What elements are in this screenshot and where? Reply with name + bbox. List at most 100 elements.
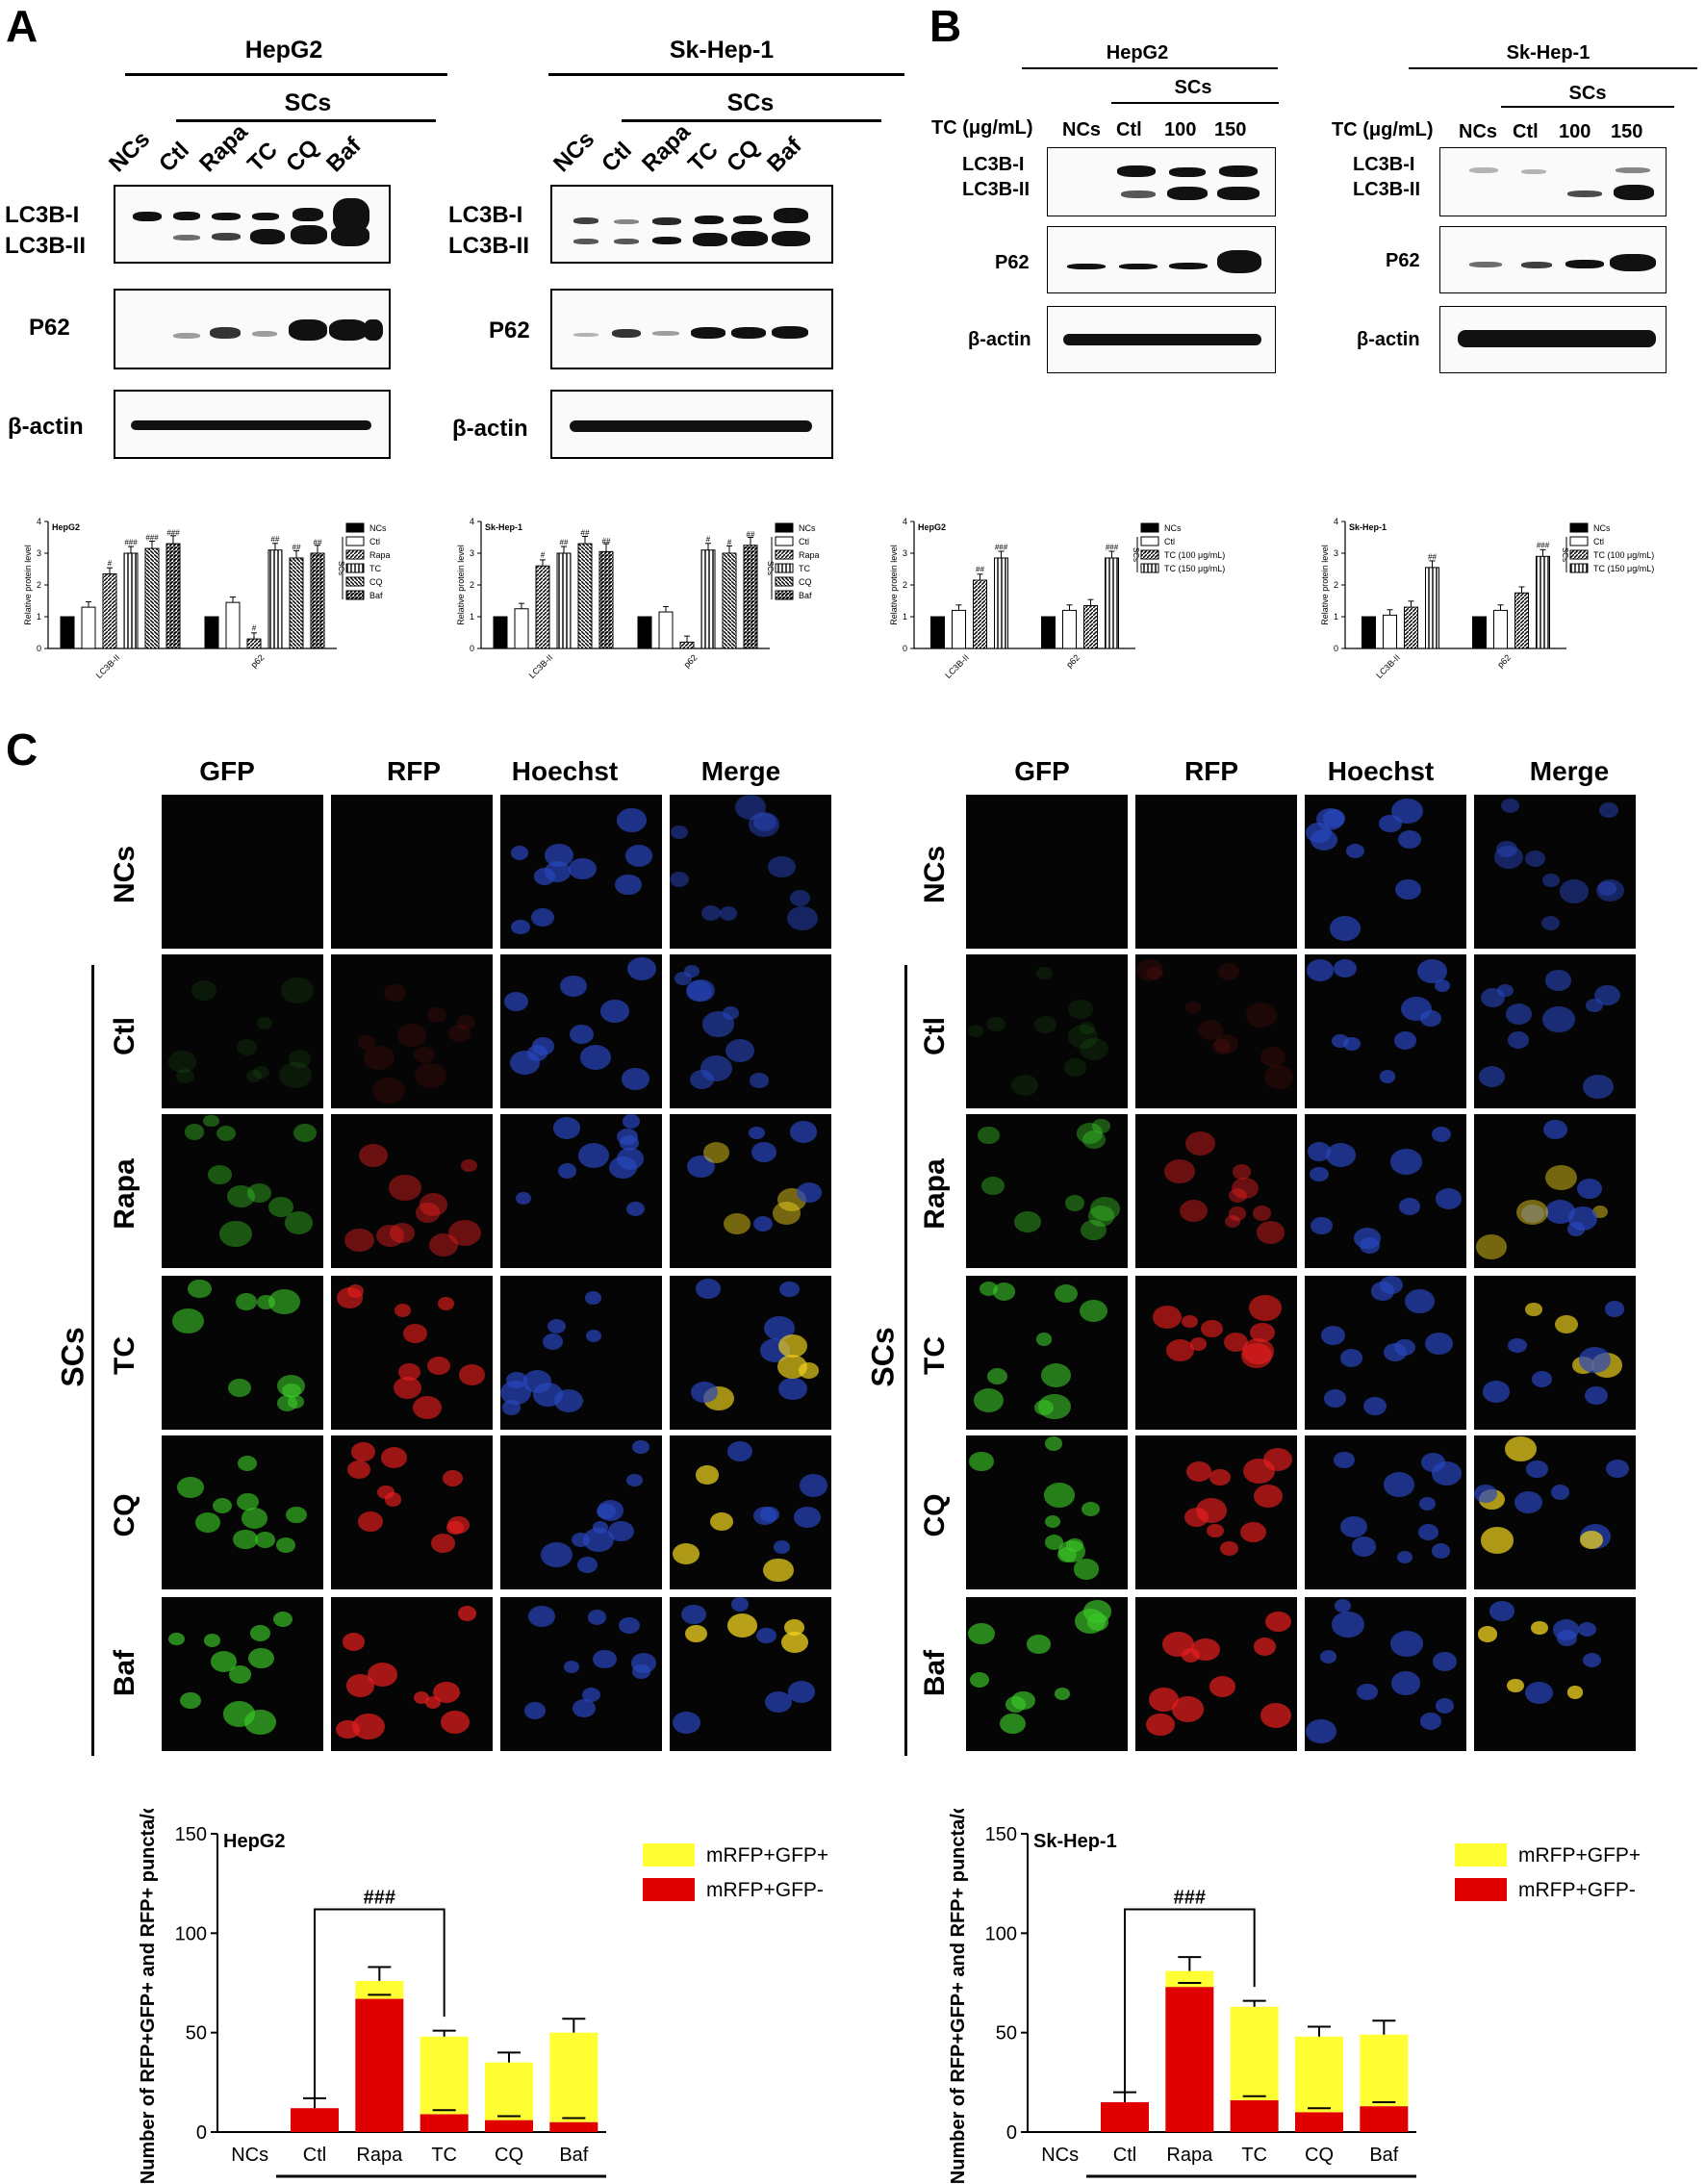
row-label: Baf: [109, 1649, 140, 1697]
category-label: NCs: [1041, 2145, 1079, 2166]
panel-label-a: A: [6, 1, 38, 51]
row-label: NCs: [919, 846, 951, 904]
blot-lc3b: [550, 185, 833, 264]
micrograph-ctl-rfp: [1135, 954, 1297, 1108]
legend-label: NCs: [799, 523, 816, 533]
blot-actin: [114, 390, 391, 459]
micrograph-baf-hoechst: [1305, 1597, 1466, 1751]
significance-mark: ###: [145, 533, 159, 542]
category-label: LC3B-II: [94, 652, 122, 680]
y-tick-label: 1: [470, 612, 474, 622]
micrograph-tc-hoechst: [1305, 1276, 1466, 1430]
micrograph-baf-merge: [1474, 1597, 1636, 1751]
chart-b-skhep1: 0 1 2 3 4 Relative protein level Sk-Hep-1 ## LC3…: [1320, 517, 1654, 680]
significance-mark: ##: [271, 535, 280, 544]
row-label: CQ: [109, 1493, 140, 1537]
micrograph-cq-merge: [1474, 1435, 1636, 1589]
significance-mark: ###: [364, 1888, 395, 1909]
legend-label: CQ: [799, 577, 812, 587]
category-label: Baf: [1369, 2145, 1398, 2166]
legend-swatch: [345, 549, 365, 560]
stacked-bar: [1360, 2106, 1409, 2132]
lane-label: TC: [242, 137, 283, 178]
y-tick-label: 100: [175, 1923, 207, 1944]
stacked-bar: [1230, 2006, 1279, 2100]
lane-label: Baf: [762, 132, 807, 178]
row-label: LC3B-II: [1353, 179, 1420, 200]
y-tick-label: 50: [186, 2023, 207, 2044]
row-label: NCs: [109, 846, 140, 904]
micrograph-ctl-merge: [670, 954, 831, 1108]
bar: [1425, 567, 1439, 649]
blot-p62: [1047, 226, 1276, 293]
bar: [102, 572, 117, 649]
lane-label: NCs: [1459, 121, 1498, 142]
blot-p62: [550, 289, 833, 369]
micrograph-rapa-rfp: [331, 1114, 493, 1268]
row-label: β-actin: [452, 416, 528, 442]
row-label: LC3B-II: [448, 233, 529, 259]
lane-label: Rapa: [637, 118, 696, 178]
bar: [556, 552, 572, 649]
row-label: TC: [919, 1336, 951, 1375]
chart-title: Sk-Hep-1: [1033, 1831, 1117, 1852]
micrograph-ncs-merge: [1474, 795, 1636, 949]
bar: [204, 616, 219, 649]
legend-swatch: [1569, 536, 1589, 546]
row-label: Baf: [919, 1649, 951, 1697]
micrograph-ctl-merge: [1474, 954, 1636, 1108]
legend-label: mRFP+GFP-: [706, 1879, 824, 1901]
micrograph-ctl-gfp: [966, 954, 1128, 1108]
micrograph-baf-gfp: [966, 1597, 1128, 1751]
bar: [930, 616, 945, 649]
group-title: SCs: [1568, 83, 1607, 104]
significance-mark: ###: [124, 538, 138, 546]
y-axis-label: Number of RFP+GFP+ and RFP+ puncta/cell: [948, 1809, 969, 2184]
micrograph-baf-rfp: [1135, 1597, 1297, 1751]
group-label: SCs: [55, 1327, 90, 1387]
legend-swatch: [643, 1878, 695, 1901]
legend-swatch: [775, 549, 794, 560]
blot-actin: [1439, 306, 1667, 373]
category-label: NCs: [231, 2145, 268, 2166]
significance-mark: #: [541, 551, 546, 560]
category-label: LC3B-II: [1374, 652, 1402, 680]
cell-line-title: Sk-Hep-1: [669, 37, 775, 63]
stacked-bar: [291, 2108, 339, 2132]
bar: [1472, 616, 1487, 649]
row-label: Ctl: [109, 1017, 140, 1055]
legend-swatch: [1455, 1843, 1507, 1867]
divider: [1111, 102, 1279, 104]
lane-label: 150: [1611, 121, 1643, 142]
chart-title: Sk-Hep-1: [1349, 522, 1387, 532]
micrograph-ncs-gfp: [966, 795, 1128, 949]
y-tick-label: 150: [985, 1824, 1017, 1845]
legend-group-label: SCs: [766, 561, 775, 575]
lane-label: NCs: [104, 126, 156, 178]
micrograph-tc-rfp: [1135, 1276, 1297, 1430]
y-axis-label: Relative protein level: [456, 545, 466, 625]
legend-swatch: [345, 576, 365, 587]
y-tick-label: 0: [903, 644, 907, 653]
micrograph-cq-merge: [670, 1435, 831, 1589]
legend-swatch: [775, 576, 794, 587]
y-tick-label: 3: [903, 548, 907, 558]
row-label: Rapa: [919, 1158, 951, 1230]
divider: [176, 119, 436, 122]
chart-puncta-skhep1: 0 50 100 150 Number of RFP+GFP+ and RFP+ pun…: [948, 1809, 1641, 2184]
y-tick-label: 100: [985, 1923, 1017, 1944]
micrograph-cq-gfp: [162, 1435, 323, 1589]
stacked-bar: [1165, 1970, 1214, 1988]
bar: [1536, 555, 1550, 649]
legend-swatch: [775, 522, 794, 533]
category-label: TC: [1241, 2145, 1267, 2166]
significance-mark: #: [108, 559, 113, 568]
legend-swatch: [775, 563, 794, 573]
category-label: Ctl: [1113, 2145, 1136, 2166]
legend-swatch: [1140, 563, 1159, 573]
bar: [1404, 606, 1418, 649]
stacked-bar: [1295, 2036, 1343, 2113]
legend-label: TC (100 μg/mL): [1593, 550, 1654, 560]
